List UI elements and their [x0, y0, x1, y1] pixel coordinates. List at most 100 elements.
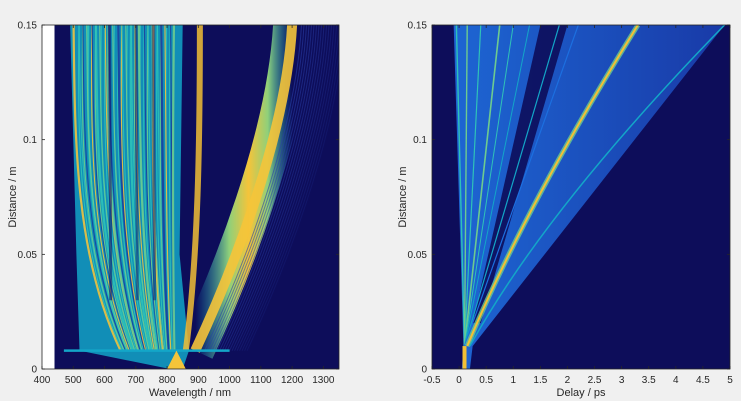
x-tick-label: 1 — [510, 375, 516, 386]
delay-trajectory — [463, 25, 560, 347]
temporal-evolution-panel: -0.5 0 0.5 1 1.5 2 2.5 3 3.5 4 4.5 500.050.10.15 De… — [397, 21, 733, 400]
x-tick-label: 2.5 — [588, 375, 602, 386]
y-tick-label: 0.1 — [23, 135, 37, 146]
delay-trajectory — [463, 25, 482, 347]
spectral-filament — [77, 25, 123, 351]
spectral-filament — [165, 25, 171, 351]
spectral-filament — [171, 25, 176, 351]
y-tick-label: 0.15 — [408, 21, 428, 32]
spectral-gap — [151, 25, 157, 301]
interference-fringe — [214, 25, 312, 351]
spectral-filament — [143, 25, 159, 351]
x-tick-label: 1.5 — [533, 375, 547, 386]
interference-fringe — [224, 25, 322, 351]
spectral-filament — [125, 25, 150, 351]
soliton-core — [190, 25, 298, 353]
interference-fringe — [229, 25, 327, 351]
interference-fringe — [204, 25, 302, 351]
x-tick-label: 1000 — [218, 375, 241, 386]
spectral-filament — [104, 25, 137, 351]
spectral-filament — [159, 25, 168, 351]
x-tick-label: 2 — [565, 375, 571, 386]
interference-fringe — [244, 48, 339, 351]
delay-trajectory — [463, 25, 579, 347]
interference-fringe — [219, 25, 317, 351]
spectral-filament — [147, 25, 163, 351]
spectral-filament — [91, 25, 132, 351]
spectral-gap — [108, 25, 113, 301]
x-tick-label: 4.5 — [696, 375, 710, 386]
spectral-filament — [120, 25, 147, 351]
spectral-filament — [94, 25, 134, 352]
interference-fringe — [231, 25, 330, 351]
interference-fringe — [226, 25, 325, 351]
interference-fringe — [211, 25, 310, 351]
spectral-filament — [146, 25, 161, 351]
y-axis-label: Distance / m — [7, 166, 19, 227]
delay-trajectory — [464, 25, 514, 347]
x-tick-label: -0.5 — [423, 375, 441, 386]
spectral-filament — [112, 25, 143, 351]
axes: -0.5 0 0.5 1 1.5 2 2.5 3 3.5 4 4.5 500.050.10.15 — [408, 21, 734, 387]
y-axis-label: Distance / m — [397, 166, 409, 227]
x-axis-label: Wavelength / nm — [149, 387, 231, 399]
spectrogram-image — [42, 25, 339, 369]
spectral-filament — [94, 25, 132, 351]
interference-fringe — [236, 25, 335, 351]
spectral-filament — [72, 25, 122, 352]
interference-fringe — [239, 25, 337, 351]
delay-trajectory — [455, 25, 466, 347]
x-tick-label: 700 — [127, 375, 144, 386]
x-tick-label: 3.5 — [642, 375, 656, 386]
interference-fringe — [241, 25, 339, 351]
spectrogram-image — [453, 25, 726, 369]
spectral-filament — [129, 25, 152, 351]
fan-gap — [472, 25, 568, 324]
no-data-region — [42, 25, 55, 369]
x-tick-label: 400 — [34, 375, 51, 386]
spectral-filament — [130, 25, 153, 351]
interference-fringe — [221, 25, 320, 351]
x-tick-label: 600 — [96, 375, 113, 386]
spectral-filament — [117, 25, 145, 351]
pump-input — [167, 350, 186, 369]
axes: 400 500 600 700 800 900 1000 1100 1200 1300 0 0.05 0… — [18, 21, 340, 386]
x-tick-label: 5 — [727, 375, 733, 386]
spectral-filament — [78, 25, 125, 351]
spectral-filament — [121, 25, 148, 351]
y-tick-label: 0.15 — [18, 21, 38, 32]
delay-trajectory — [463, 25, 468, 347]
spectral-filament — [168, 25, 173, 351]
interference-fringe — [216, 25, 315, 351]
x-tick-label: 1100 — [250, 375, 272, 386]
x-tick-label: 1200 — [281, 375, 304, 386]
axes-box — [41, 24, 340, 370]
spectral-filament — [86, 25, 129, 351]
x-tick-label: 500 — [65, 375, 82, 386]
spectral-filament — [143, 25, 161, 351]
spectral-filament — [99, 25, 136, 351]
delay-trajectory — [464, 25, 531, 347]
y-tick-label: 0.05 — [18, 250, 38, 261]
spectral-gap — [134, 25, 139, 301]
interference-fringe — [209, 25, 307, 351]
interference-fringe — [246, 68, 339, 351]
y-tick-label: 0 — [421, 365, 427, 376]
interference-fringe — [206, 25, 305, 351]
x-tick-label: 1300 — [312, 375, 335, 386]
delay-trajectory — [463, 25, 501, 347]
x-tick-label: 900 — [190, 375, 207, 386]
x-tick-label: 0 — [456, 375, 462, 386]
spectral-filament — [160, 25, 170, 351]
soliton-trajectory — [466, 25, 639, 347]
spectral-filament — [137, 25, 158, 351]
input-pulse — [462, 346, 467, 369]
x-tick-label: 800 — [159, 375, 176, 386]
interference-fringe — [234, 25, 332, 351]
x-axis-label: Delay / ps — [557, 387, 606, 399]
spectral-filament — [156, 25, 168, 351]
spectral-filament — [81, 25, 125, 351]
spectral-filament — [82, 25, 127, 351]
axes-box — [431, 24, 731, 370]
